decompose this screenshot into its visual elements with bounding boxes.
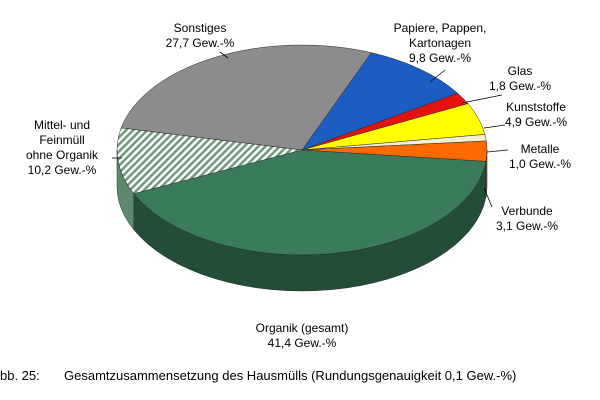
slice-value-label: 4,9 Gew.-% (504, 115, 568, 129)
leader-line (486, 149, 509, 153)
slice-label: Verbunde (501, 204, 553, 218)
slice-label: Glas (507, 64, 533, 78)
caption: Gesamtzusammensetzung des Hausmülls (Run… (64, 368, 517, 383)
slice-label: Organik (gesamt) (255, 321, 349, 335)
pie-slice (120, 44, 372, 151)
leader-line (429, 69, 446, 83)
leader-line (483, 187, 493, 208)
slice-label: Metalle (520, 142, 560, 156)
caption-number: bb. 25: (0, 368, 40, 383)
slice-label: Mittel- und Feinmüll ohne Organik (25, 118, 99, 162)
slice-value-label: 10,2 Gew.-% (27, 163, 97, 177)
slice-value-label: 9,8 Gew.-% (408, 51, 472, 65)
leader-line (219, 51, 229, 59)
slice-label: Kunststoffe (506, 100, 566, 114)
slice-label: Papiere, Pappen, Kartonagen (393, 21, 487, 50)
pie-slice (116, 127, 303, 194)
slice-value-label: 3,1 Gew.-% (495, 219, 559, 233)
pie-slice (301, 52, 459, 151)
pie-slice (133, 149, 487, 256)
slice-label: Sonstiges (173, 21, 227, 35)
leader-line (461, 94, 503, 104)
slice-value-label: 1,8 Gew.-% (488, 79, 552, 93)
slice-value-label: 27,7 Gew.-% (165, 36, 235, 50)
slice-value-label: 41,4 Gew.-% (267, 336, 337, 350)
leader-line (483, 124, 506, 129)
slice-value-label: 1,0 Gew.-% (508, 157, 572, 171)
